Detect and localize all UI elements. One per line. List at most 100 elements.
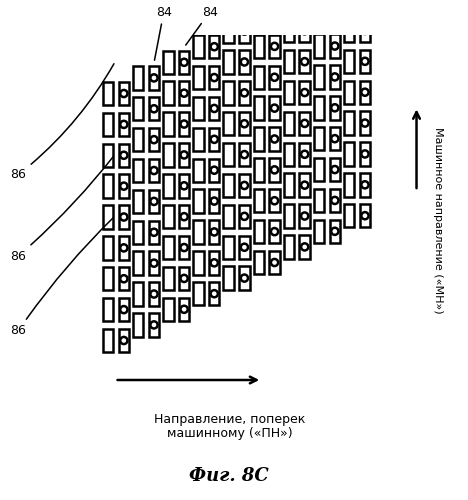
Bar <box>239 81 249 104</box>
Circle shape <box>301 150 308 158</box>
Circle shape <box>331 135 338 142</box>
Bar <box>223 236 234 259</box>
Bar <box>284 19 294 42</box>
Circle shape <box>361 150 369 158</box>
Bar <box>209 190 219 213</box>
Bar <box>118 82 129 105</box>
Bar <box>329 96 340 120</box>
Circle shape <box>271 259 278 266</box>
Bar <box>118 144 129 167</box>
Bar <box>133 282 144 306</box>
Bar <box>360 173 370 197</box>
Bar <box>314 34 324 58</box>
Bar <box>269 128 280 150</box>
Circle shape <box>331 74 338 80</box>
Circle shape <box>120 244 127 252</box>
Bar <box>223 112 234 136</box>
Bar <box>149 252 159 275</box>
Bar <box>300 19 310 42</box>
Bar <box>239 236 249 259</box>
Circle shape <box>241 120 248 128</box>
Bar <box>284 112 294 135</box>
Circle shape <box>271 228 278 235</box>
Bar <box>133 252 144 275</box>
Bar <box>103 329 113 352</box>
Bar <box>103 206 113 229</box>
Bar <box>163 236 174 259</box>
Bar <box>223 81 234 104</box>
Bar <box>133 220 144 244</box>
Text: 82: 82 <box>0 499 1 500</box>
Bar <box>163 143 174 167</box>
Circle shape <box>120 337 127 344</box>
Bar <box>300 50 310 74</box>
Bar <box>149 282 159 306</box>
Bar <box>133 313 144 336</box>
Circle shape <box>150 136 158 143</box>
Circle shape <box>211 136 218 143</box>
Bar <box>149 66 159 90</box>
Bar <box>179 298 190 321</box>
Circle shape <box>301 58 308 65</box>
Bar <box>163 174 174 198</box>
Bar <box>163 50 174 74</box>
Bar <box>179 174 190 198</box>
Bar <box>300 142 310 166</box>
Circle shape <box>331 104 338 112</box>
Circle shape <box>331 166 338 173</box>
Bar <box>360 204 370 228</box>
Text: 86: 86 <box>10 64 114 181</box>
Circle shape <box>271 43 278 50</box>
Bar <box>133 190 144 213</box>
Bar <box>344 18 354 42</box>
Circle shape <box>301 244 308 250</box>
Circle shape <box>150 290 158 298</box>
Bar <box>314 96 324 120</box>
Bar <box>223 50 234 74</box>
Bar <box>193 282 204 306</box>
Bar <box>284 50 294 74</box>
Circle shape <box>271 197 278 204</box>
Bar <box>329 158 340 181</box>
Circle shape <box>120 214 127 220</box>
Bar <box>300 174 310 197</box>
Bar <box>163 298 174 321</box>
Bar <box>223 20 234 43</box>
Circle shape <box>211 259 218 266</box>
Bar <box>179 143 190 167</box>
Bar <box>118 112 129 136</box>
Bar <box>300 235 310 258</box>
Circle shape <box>181 275 188 282</box>
Bar <box>314 65 324 88</box>
Text: 86: 86 <box>10 156 114 262</box>
Circle shape <box>271 74 278 81</box>
Circle shape <box>211 105 218 112</box>
Bar <box>163 205 174 229</box>
Bar <box>254 96 264 120</box>
Circle shape <box>361 120 369 126</box>
Bar <box>193 251 204 274</box>
Bar <box>360 112 370 135</box>
Circle shape <box>181 182 188 190</box>
Circle shape <box>271 104 278 112</box>
Bar <box>254 220 264 244</box>
Bar <box>269 189 280 212</box>
Bar <box>103 82 113 105</box>
Circle shape <box>241 213 248 220</box>
Circle shape <box>241 151 248 158</box>
Bar <box>118 298 129 322</box>
Circle shape <box>211 228 218 235</box>
Bar <box>149 190 159 213</box>
Bar <box>118 236 129 260</box>
Bar <box>314 127 324 150</box>
Text: 86: 86 <box>10 218 113 337</box>
Bar <box>284 81 294 104</box>
Bar <box>344 142 354 166</box>
Circle shape <box>150 167 158 174</box>
Circle shape <box>150 74 158 82</box>
Text: 82: 82 <box>0 499 1 500</box>
Bar <box>269 96 280 120</box>
Bar <box>223 204 234 228</box>
Circle shape <box>241 182 248 189</box>
Bar <box>269 158 280 182</box>
